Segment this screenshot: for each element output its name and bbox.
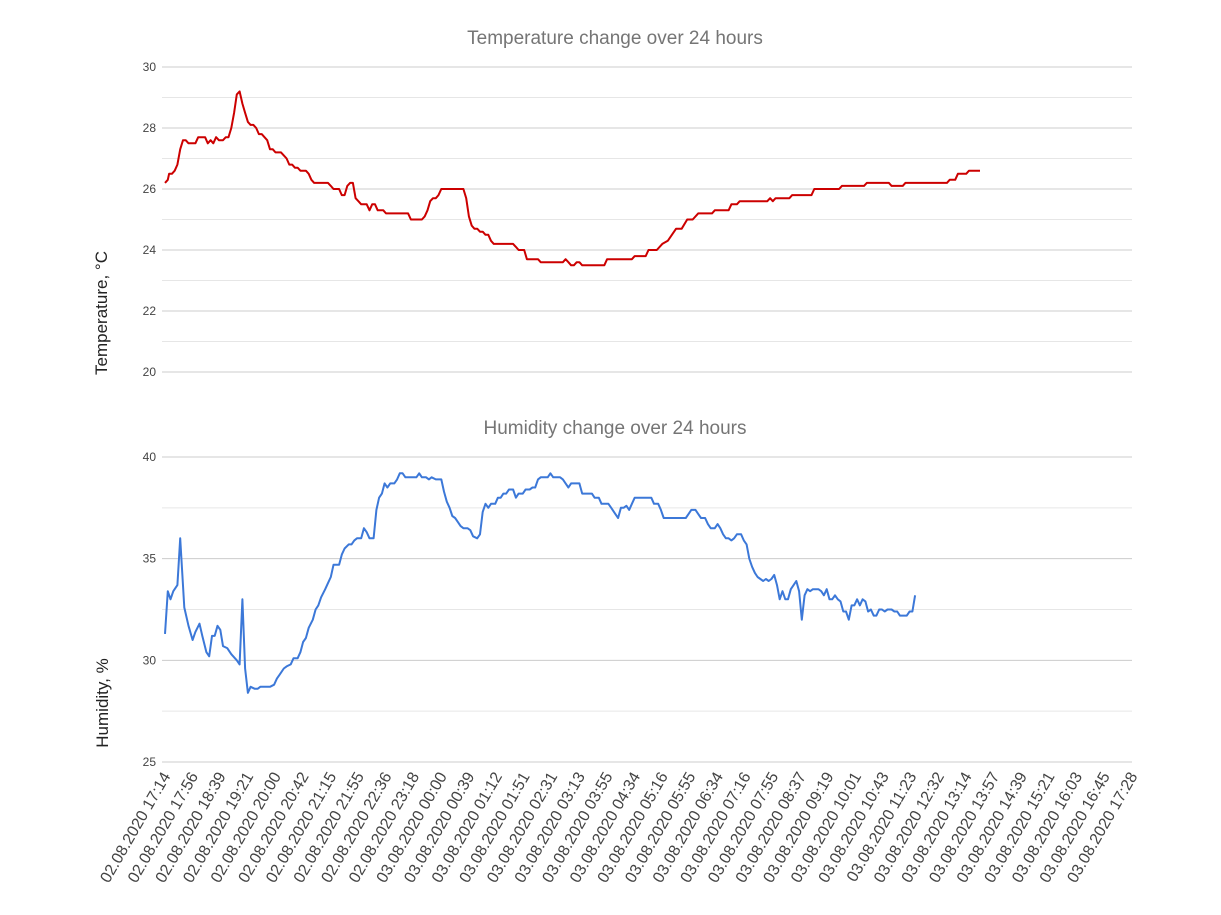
y-tick-label: 28 <box>143 121 157 135</box>
y-tick-label: 30 <box>143 60 157 74</box>
y-tick-label: 35 <box>143 552 157 566</box>
humidity-gridlines <box>162 456 1132 763</box>
y-tick-label: 24 <box>143 243 157 257</box>
temperature-chart-title: Temperature change over 24 hours <box>467 28 763 49</box>
humidity-y-axis-label: Humidity, % <box>93 658 112 747</box>
temperature-series-line <box>164 90 980 267</box>
temperature-gridlines <box>162 66 1132 373</box>
humidity-chart-title: Humidity change over 24 hours <box>484 418 747 439</box>
y-tick-label: 20 <box>143 365 157 379</box>
humidity-chart: Humidity change over 24 hours 25 30 35 40 H… <box>93 418 1132 769</box>
humidity-y-axis: 25 30 35 40 <box>143 450 157 769</box>
y-tick-label: 22 <box>143 304 157 318</box>
temperature-y-axis: 20 22 24 26 28 30 <box>143 60 157 379</box>
y-tick-label: 40 <box>143 450 157 464</box>
y-tick-label: 30 <box>143 653 157 667</box>
y-tick-label: 25 <box>143 755 157 769</box>
temperature-y-axis-label: Temperature, °C <box>92 251 111 375</box>
humidity-series-line <box>164 472 917 694</box>
temperature-chart: Temperature change over 24 hours 2022242… <box>92 28 1132 379</box>
y-tick-label: 26 <box>143 182 157 196</box>
